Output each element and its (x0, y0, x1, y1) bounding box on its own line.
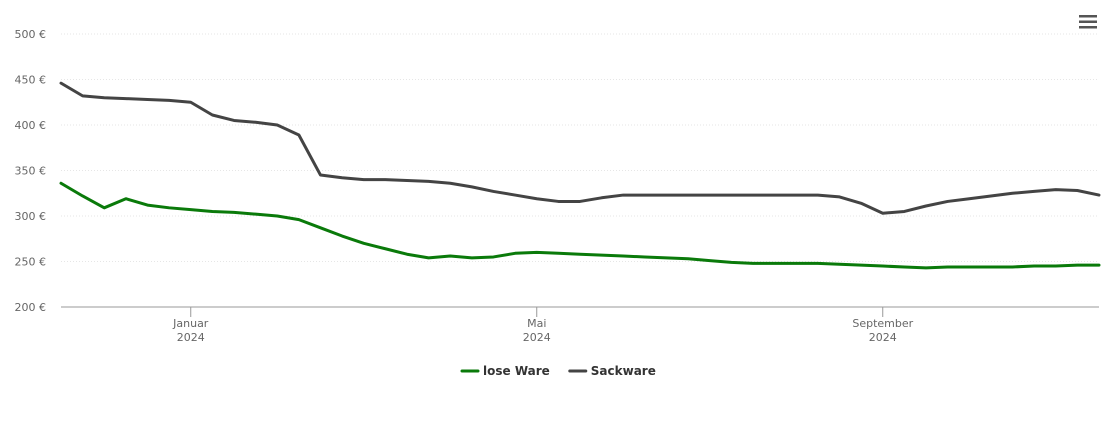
legend-label[interactable]: Sackware (591, 364, 656, 378)
menu-icon[interactable] (1079, 15, 1097, 29)
y-tick-label: 500 € (15, 28, 47, 41)
y-tick-label: 250 € (15, 256, 47, 269)
x-tick-label: September 2024 (852, 317, 913, 344)
legend-label[interactable]: lose Ware (483, 364, 550, 378)
y-tick-label: 200 € (15, 301, 47, 314)
x-tick-label: Januar 2024 (172, 317, 209, 344)
y-tick-label: 400 € (15, 119, 47, 132)
x-tick-label: Mai 2024 (523, 317, 551, 344)
series-line (59, 81, 1101, 215)
y-tick-label: 350 € (15, 165, 47, 178)
series-line (59, 181, 1101, 270)
y-tick-label: 300 € (15, 210, 47, 223)
y-tick-label: 450 € (15, 74, 47, 87)
